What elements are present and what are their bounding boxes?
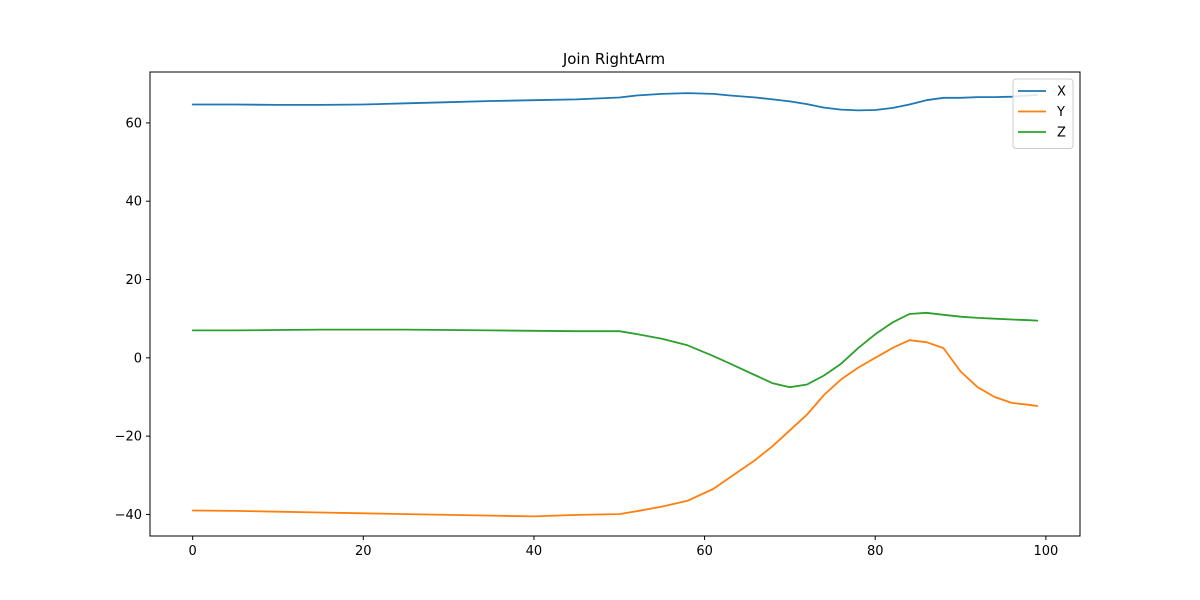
- y-tick-label: −20: [115, 430, 142, 445]
- legend: XYZ: [1012, 78, 1074, 149]
- legend-label-z: Z: [1057, 126, 1066, 141]
- plot-area: [150, 72, 1080, 536]
- y-axis: −40 −20 0 20 40 60: [115, 116, 150, 523]
- y-tick-label: 40: [125, 195, 142, 210]
- x-tick-label: 20: [355, 544, 372, 559]
- y-tick-label: 0: [134, 351, 142, 366]
- chart-title: Join RightArm: [562, 50, 665, 68]
- series-z-line: [191, 311, 1039, 389]
- x-axis: 0 20 40 60 80 100: [189, 536, 1058, 559]
- x-tick-label: 0: [189, 544, 197, 559]
- legend-label-x: X: [1057, 85, 1066, 100]
- plot-frame: [149, 71, 1081, 537]
- x-tick-label: 40: [526, 544, 543, 559]
- x-tick-label: 100: [1033, 544, 1058, 559]
- y-tick-label: −40: [115, 508, 142, 523]
- series-y-line: [191, 339, 1039, 518]
- series-x-line: [191, 92, 1039, 112]
- x-tick-label: 60: [696, 544, 713, 559]
- x-tick-label: 80: [867, 544, 884, 559]
- legend-label-y: Y: [1056, 105, 1065, 120]
- y-tick-label: 60: [125, 116, 142, 131]
- series-layer: [191, 92, 1039, 518]
- y-tick-label: 20: [125, 273, 142, 288]
